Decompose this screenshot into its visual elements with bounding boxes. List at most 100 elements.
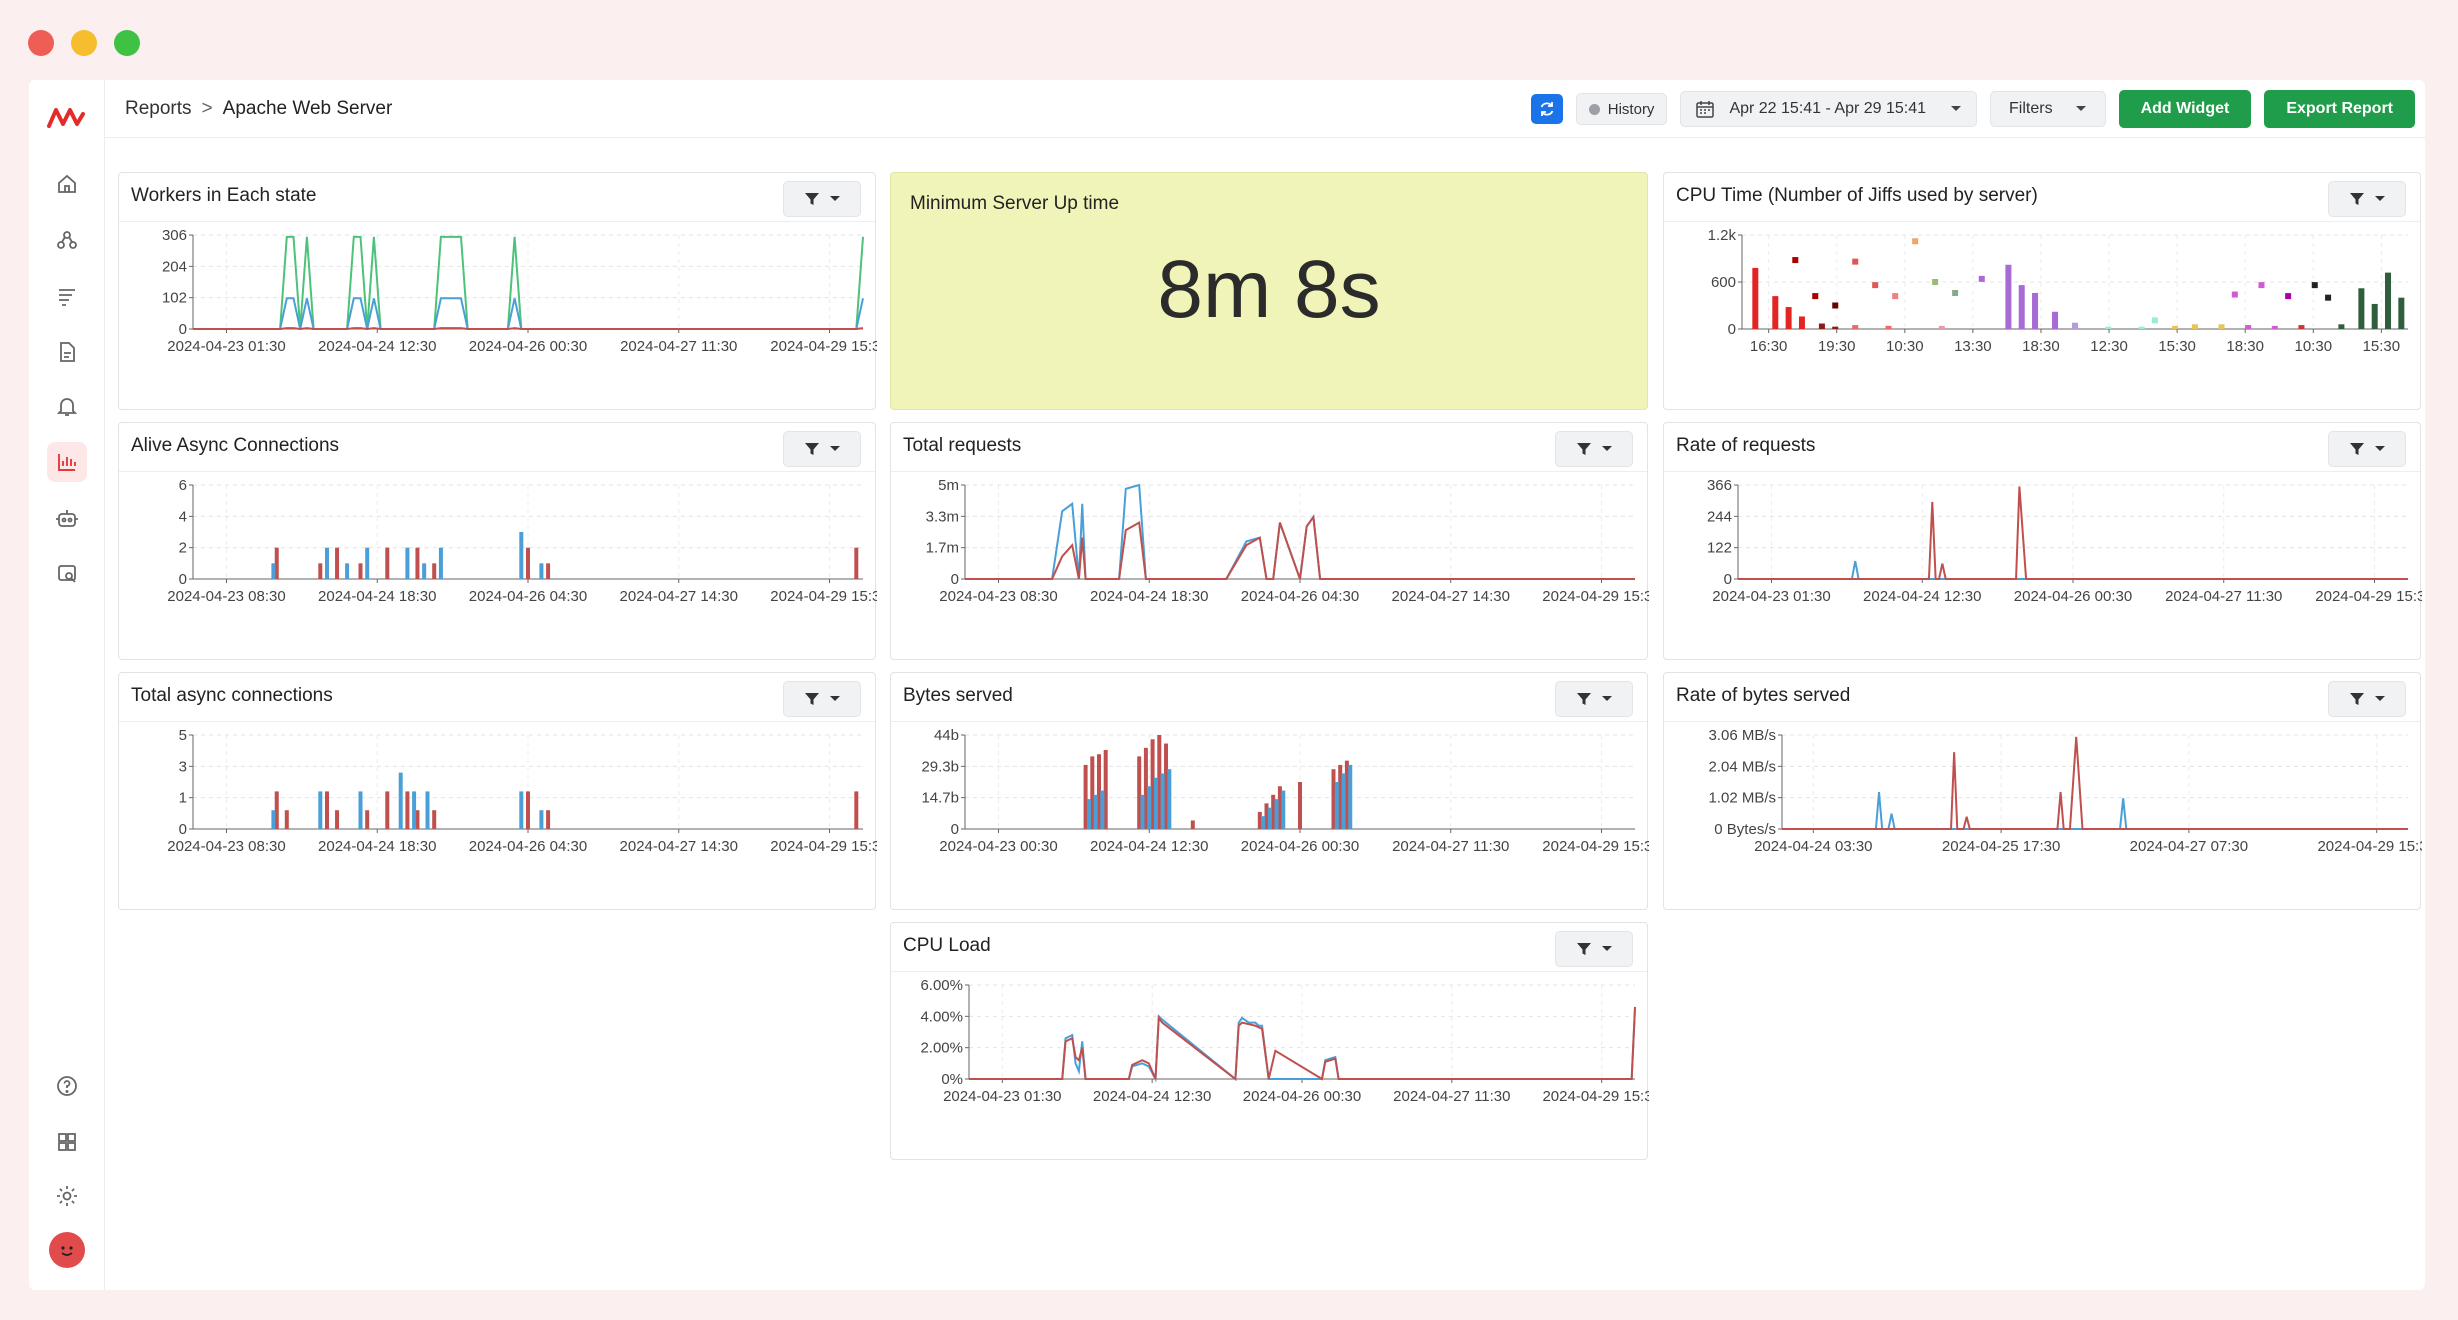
export-report-button[interactable]: Export Report <box>2264 90 2415 128</box>
filter-icon <box>1577 443 1591 455</box>
help-icon[interactable] <box>47 1066 87 1106</box>
maximize-window-button[interactable] <box>114 30 140 56</box>
bar <box>1818 323 1825 329</box>
history-status-dot <box>1588 103 1600 115</box>
y-tick-label: 0 <box>951 821 959 838</box>
x-tick-label: 16:30 <box>1750 338 1788 355</box>
y-tick-label: 366 <box>1707 477 1732 494</box>
bar <box>345 563 350 579</box>
settings-icon[interactable] <box>47 1176 87 1216</box>
history-toggle[interactable]: History <box>1575 93 1668 125</box>
breadcrumb-reports-link[interactable]: Reports <box>125 98 192 119</box>
x-tick-label: 2024-04-26 00:30 <box>1243 1088 1361 1105</box>
x-tick-label: 2024-04-26 00:30 <box>469 338 587 355</box>
breadcrumb-current: Apache Web Server <box>222 98 393 119</box>
reports-icon[interactable] <box>47 442 87 482</box>
x-tick-label: 10:30 <box>1886 338 1924 355</box>
bar <box>365 810 370 829</box>
x-tick-label: 18:30 <box>2226 338 2264 355</box>
bar <box>2245 325 2252 329</box>
bar <box>1785 307 1792 329</box>
topology-icon[interactable] <box>47 220 87 260</box>
bell-icon[interactable] <box>47 386 87 426</box>
bar <box>325 547 329 579</box>
widget-filter-button[interactable] <box>783 181 861 217</box>
refresh-button[interactable] <box>1530 94 1563 124</box>
data-point <box>1978 275 1985 282</box>
widget-filter-button[interactable] <box>1555 931 1633 967</box>
y-tick-label: 0 <box>179 321 187 338</box>
widget-filter-button[interactable] <box>783 681 861 717</box>
bar <box>1938 325 1945 329</box>
home-icon[interactable] <box>47 164 87 204</box>
bar <box>318 563 323 579</box>
history-label: History <box>1607 100 1655 118</box>
x-tick-label: 2024-04-29 15:30 <box>770 588 877 605</box>
widget-filter-button[interactable] <box>1555 431 1633 467</box>
bar <box>1274 799 1279 829</box>
widget-total-async: Total async connections 5 3 1 0 2024-04-23 0… <box>118 672 877 910</box>
bar <box>1147 786 1152 829</box>
add-widget-button[interactable]: Add Widget <box>2118 90 2252 128</box>
bar <box>2052 311 2059 329</box>
minimize-window-button[interactable] <box>71 30 97 56</box>
bar <box>2005 264 2012 329</box>
apps-grid-icon[interactable] <box>47 1122 87 1162</box>
data-point <box>2285 293 2292 300</box>
data-point <box>2151 317 2158 324</box>
bar <box>1277 786 1282 829</box>
widget-filter-button[interactable] <box>1555 681 1633 717</box>
bot-icon[interactable] <box>47 498 87 538</box>
date-range-picker[interactable]: Apr 22 15:41 - Apr 29 15:41 <box>1680 91 1978 127</box>
bar <box>1772 296 1779 329</box>
bar <box>1752 267 1759 329</box>
bar <box>2358 288 2365 329</box>
x-tick-label: 12:30 <box>2090 338 2128 355</box>
bar <box>519 532 524 579</box>
y-tick-label: 0% <box>941 1071 963 1088</box>
widget-filter-button[interactable] <box>783 431 861 467</box>
bar <box>1267 807 1272 829</box>
y-tick-label: 0 <box>1728 321 1736 338</box>
widget-filter-button[interactable] <box>2328 681 2406 717</box>
close-window-button[interactable] <box>28 30 54 56</box>
y-tick-label: 1.02 MB/s <box>1708 790 1776 807</box>
bar <box>438 547 443 579</box>
widget-title: Total async connections <box>131 685 333 706</box>
toolbar: History Apr 22 15:41 - Apr 29 15:41 Filt… <box>1530 90 2415 128</box>
data-point <box>2231 291 2238 298</box>
widget-cpu-load: CPU Load 6.00% 4.00% 2.00% 0% 2024-04-23 01:… <box>890 922 1649 1160</box>
avatar[interactable] <box>49 1232 85 1268</box>
widget-filter-button[interactable] <box>2328 431 2406 467</box>
bar <box>1281 790 1286 829</box>
filters-dropdown[interactable]: Filters <box>1990 91 2106 127</box>
x-tick-label: 2024-04-23 01:30 <box>943 1088 1061 1105</box>
bar <box>1338 764 1343 829</box>
bar <box>405 547 410 579</box>
logo-icon[interactable] <box>46 102 86 137</box>
bar <box>1257 811 1262 829</box>
chevron-down-icon <box>1602 696 1612 701</box>
data-point <box>1932 279 1939 285</box>
monitor-search-icon[interactable] <box>47 554 87 594</box>
bar <box>2105 326 2112 329</box>
y-tick-label: 102 <box>162 290 187 307</box>
x-tick-label: 10:30 <box>2295 338 2333 355</box>
bar <box>2018 285 2025 329</box>
filters-label: Filters <box>2009 100 2053 117</box>
document-icon[interactable] <box>47 332 87 372</box>
data-point <box>1912 238 1919 245</box>
x-tick-label: 2024-04-27 14:30 <box>1392 588 1510 605</box>
x-tick-label: 2024-04-29 15:30 <box>2317 838 2422 855</box>
x-tick-label: 2024-04-29 15:30 <box>770 838 877 855</box>
widget-filter-button[interactable] <box>2328 181 2406 217</box>
logs-icon[interactable] <box>47 276 87 316</box>
bar <box>1097 754 1101 829</box>
bar <box>1150 739 1155 829</box>
x-tick-label: 19:30 <box>1818 338 1856 355</box>
x-tick-label: 2024-04-29 15:30 <box>2315 588 2422 605</box>
series-line <box>1782 736 2408 830</box>
